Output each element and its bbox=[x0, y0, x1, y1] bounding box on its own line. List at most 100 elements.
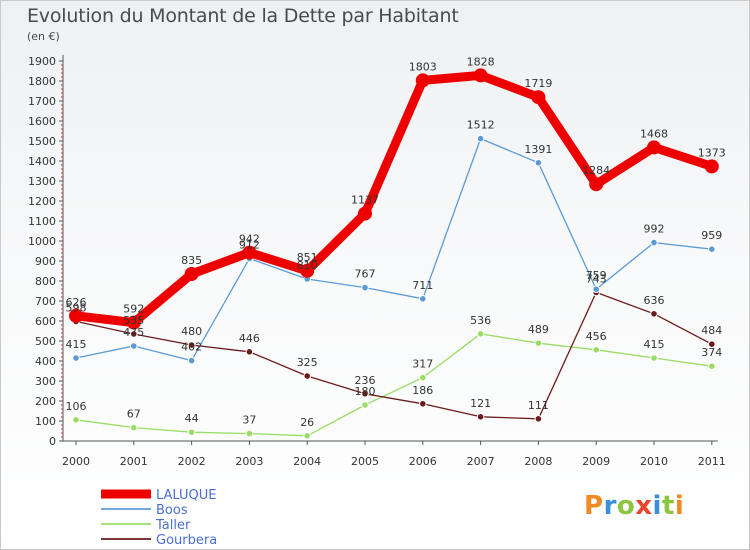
data-point-boos bbox=[130, 342, 138, 350]
series-line-boos bbox=[75, 137, 713, 362]
y-tick-label: 600 bbox=[35, 315, 56, 328]
data-label-taller: 44 bbox=[185, 412, 199, 425]
data-point-gourbera bbox=[130, 330, 138, 338]
data-label-gourbera: 236 bbox=[355, 374, 376, 387]
data-point-boos bbox=[592, 285, 601, 294]
chart-title: Evolution du Montant de la Dette par Hab… bbox=[27, 5, 459, 27]
x-tick-label: 2000 bbox=[62, 455, 90, 468]
data-label-gourbera: 111 bbox=[528, 399, 549, 412]
data-point-laluque bbox=[473, 68, 488, 83]
y-tick-label: 1300 bbox=[28, 175, 56, 188]
y-tick-label: 1600 bbox=[28, 115, 56, 128]
y-tick-label: 1900 bbox=[28, 55, 56, 68]
data-label-laluque: 592 bbox=[123, 303, 144, 316]
x-tick-label: 2006 bbox=[409, 455, 437, 468]
y-tick-label: 1100 bbox=[28, 215, 56, 228]
data-point-gourbera bbox=[476, 413, 485, 421]
data-point-taller bbox=[245, 429, 254, 438]
x-tick-label: 2009 bbox=[582, 455, 610, 468]
x-tick-label: 2011 bbox=[698, 455, 726, 468]
legend-label-boos: Boos bbox=[156, 503, 188, 518]
data-label-gourbera: 535 bbox=[123, 314, 144, 327]
data-point-laluque bbox=[69, 308, 83, 323]
data-point-laluque bbox=[126, 315, 141, 330]
x-tick-label: 2003 bbox=[235, 455, 263, 468]
data-label-boos: 475 bbox=[123, 326, 144, 339]
data-point-laluque bbox=[704, 159, 719, 174]
data-label-gourbera: 484 bbox=[701, 324, 722, 337]
data-label-laluque: 835 bbox=[181, 254, 202, 267]
data-point-taller bbox=[476, 330, 485, 338]
series-line-laluque bbox=[71, 70, 717, 328]
chart-subtitle: (en €) bbox=[27, 30, 60, 43]
data-point-taller bbox=[72, 416, 80, 424]
data-point-taller bbox=[187, 428, 196, 437]
data-label-laluque: 1468 bbox=[640, 127, 668, 140]
data-label-gourbera: 743 bbox=[586, 272, 607, 285]
data-point-gourbera bbox=[534, 415, 543, 423]
data-label-boos: 415 bbox=[66, 338, 87, 351]
data-label-laluque: 1828 bbox=[467, 55, 495, 68]
data-point-laluque bbox=[242, 245, 257, 260]
data-label-boos: 810 bbox=[297, 259, 318, 272]
x-tick-label: 2001 bbox=[120, 455, 148, 468]
data-label-gourbera: 636 bbox=[644, 294, 665, 307]
data-label-boos: 959 bbox=[701, 229, 722, 242]
data-label-gourbera: 598 bbox=[66, 301, 87, 314]
data-point-boos bbox=[361, 283, 369, 292]
x-tick-label: 2004 bbox=[293, 455, 321, 468]
data-point-laluque bbox=[531, 90, 546, 105]
data-point-taller bbox=[650, 354, 658, 362]
data-label-taller: 374 bbox=[701, 346, 722, 359]
data-label-taller: 536 bbox=[470, 314, 491, 327]
data-label-gourbera: 325 bbox=[297, 356, 318, 369]
data-point-laluque bbox=[647, 140, 661, 155]
data-label-taller: 489 bbox=[528, 323, 549, 336]
data-point-gourbera bbox=[245, 348, 254, 356]
y-tick-label: 100 bbox=[35, 415, 56, 428]
data-label-gourbera: 480 bbox=[181, 325, 202, 338]
x-tick-label: 2007 bbox=[467, 455, 495, 468]
data-point-gourbera bbox=[650, 310, 658, 318]
data-label-boos: 759 bbox=[586, 269, 607, 282]
data-point-taller bbox=[303, 432, 312, 440]
data-label-laluque: 1719 bbox=[524, 77, 552, 90]
x-tick-label: 2008 bbox=[524, 455, 552, 468]
data-label-laluque: 1803 bbox=[409, 60, 437, 73]
y-tick-label: 1200 bbox=[28, 195, 56, 208]
y-tick-label: 1700 bbox=[28, 95, 56, 108]
y-tick-label: 200 bbox=[35, 395, 56, 408]
data-label-taller: 37 bbox=[242, 414, 256, 427]
data-point-taller bbox=[361, 401, 369, 409]
data-label-boos: 1512 bbox=[467, 119, 495, 132]
x-tick-label: 2002 bbox=[178, 455, 206, 468]
data-label-laluque: 626 bbox=[66, 296, 87, 309]
data-point-gourbera bbox=[708, 340, 716, 349]
y-tick-label: 300 bbox=[35, 375, 56, 388]
data-point-taller bbox=[534, 339, 543, 348]
data-label-laluque: 851 bbox=[297, 251, 318, 264]
data-label-taller: 26 bbox=[300, 416, 314, 429]
data-point-taller bbox=[592, 346, 601, 354]
data-point-gourbera bbox=[419, 400, 427, 408]
data-label-boos: 767 bbox=[355, 268, 376, 281]
data-label-taller: 180 bbox=[355, 385, 376, 398]
data-label-gourbera: 186 bbox=[412, 384, 433, 397]
data-label-taller: 67 bbox=[127, 408, 141, 421]
data-label-boos: 1391 bbox=[524, 143, 552, 156]
data-point-taller bbox=[130, 423, 138, 432]
data-label-taller: 415 bbox=[644, 338, 665, 351]
series-line-taller bbox=[75, 333, 713, 437]
data-point-boos bbox=[476, 134, 485, 143]
data-label-gourbera: 446 bbox=[239, 332, 260, 345]
legend-label-taller: Taller bbox=[155, 518, 191, 533]
data-label-boos: 912 bbox=[239, 239, 260, 252]
data-point-laluque bbox=[184, 267, 199, 281]
data-point-laluque bbox=[300, 263, 315, 278]
y-tick-label: 1500 bbox=[28, 135, 56, 148]
data-point-gourbera bbox=[187, 341, 196, 349]
y-tick-label: 0 bbox=[49, 435, 56, 448]
data-point-boos bbox=[187, 356, 196, 365]
